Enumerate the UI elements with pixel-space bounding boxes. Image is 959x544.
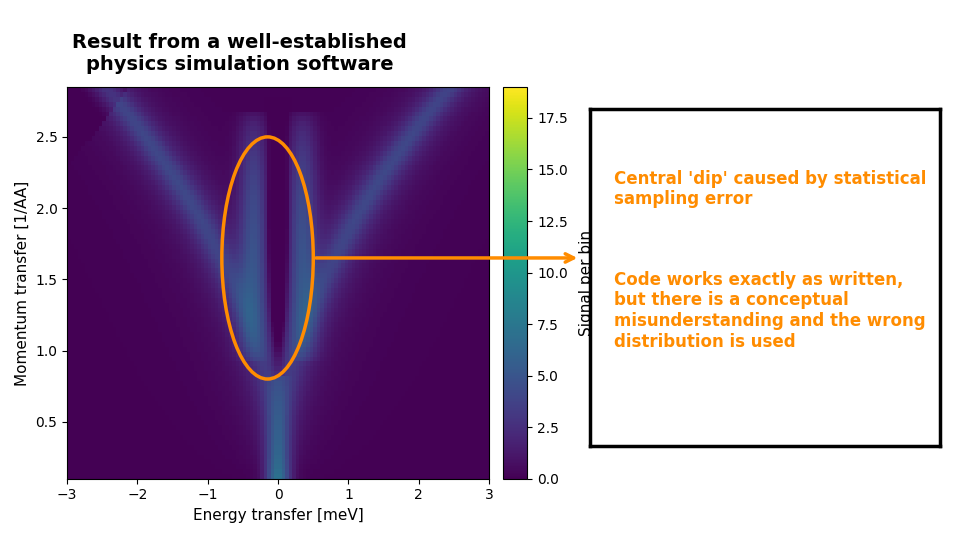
Text: Central 'dip' caused by statistical
sampling error: Central 'dip' caused by statistical samp…: [615, 170, 926, 208]
Text: Result from a well-established
physics simulation software: Result from a well-established physics s…: [72, 33, 408, 73]
Y-axis label: Momentum transfer [1/AA]: Momentum transfer [1/AA]: [14, 180, 30, 386]
Y-axis label: Signal per bin: Signal per bin: [579, 230, 594, 336]
Text: Code works exactly as written,
but there is a conceptual
misunderstanding and th: Code works exactly as written, but there…: [615, 271, 925, 351]
X-axis label: Energy transfer [meV]: Energy transfer [meV]: [193, 508, 363, 523]
